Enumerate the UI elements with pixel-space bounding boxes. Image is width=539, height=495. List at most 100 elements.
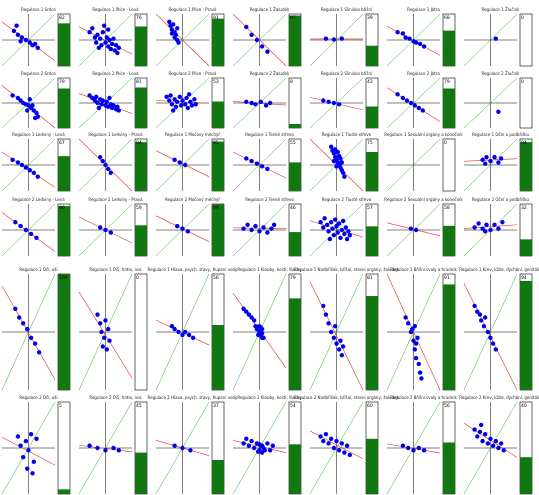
data-point xyxy=(498,441,504,446)
data-point xyxy=(179,103,184,108)
data-point xyxy=(346,229,351,234)
data-point xyxy=(189,103,194,108)
data-point xyxy=(347,452,352,458)
data-point xyxy=(403,315,408,320)
panel-title: Regulace 1 Tlusté střevo xyxy=(322,132,372,137)
score-label: 99 xyxy=(213,205,219,211)
data-point xyxy=(109,41,115,47)
data-point xyxy=(483,315,488,320)
chart-panel: Regulace 2 Hlava, psych. stavy, tlupení … xyxy=(148,395,239,495)
data-point xyxy=(493,347,498,352)
score-label: 79 xyxy=(59,79,65,85)
panel-title: Regulace 2 Sexuální orgány a konečník xyxy=(384,197,463,202)
data-point xyxy=(403,35,408,40)
reference-line xyxy=(309,401,364,495)
score-bar-fill xyxy=(135,142,147,191)
data-point xyxy=(99,329,104,335)
data-point xyxy=(254,161,260,166)
data-point xyxy=(342,231,347,237)
data-point xyxy=(99,102,104,107)
data-point xyxy=(318,220,323,225)
reference-line xyxy=(78,401,133,495)
score-label: 54 xyxy=(290,403,296,409)
reference-line xyxy=(463,138,518,192)
score-bar-fill xyxy=(366,45,378,66)
data-point xyxy=(183,329,188,335)
data-point xyxy=(32,341,38,346)
data-point xyxy=(488,227,493,233)
chart-panel: Regulace 1 Ledviny - Pravá 94 xyxy=(78,132,148,192)
chart-panel: Regulace 2 Játra 79 xyxy=(386,71,456,129)
data-point xyxy=(244,309,249,314)
data-point xyxy=(15,434,21,439)
data-point xyxy=(492,222,497,227)
panel-title: Regulace 2 Oční a podbřišku xyxy=(472,197,530,202)
data-point xyxy=(258,325,263,330)
data-point xyxy=(417,370,423,375)
data-point xyxy=(103,162,108,168)
panel-title: Regulace 2 Srdce xyxy=(21,71,56,76)
data-point xyxy=(254,37,260,43)
chart-panel: Regulace 1 Játra 68 xyxy=(386,7,456,67)
score-bar-fill xyxy=(520,280,532,390)
reference-line xyxy=(155,138,210,192)
data-point xyxy=(103,227,108,233)
data-point xyxy=(96,45,102,50)
reference-line xyxy=(78,13,133,67)
chart-panel: Regulace 1 Močový měchýř 95 xyxy=(155,132,225,192)
data-point xyxy=(23,227,29,233)
data-point xyxy=(177,94,182,100)
reference-line xyxy=(155,273,210,391)
score-label: 8 xyxy=(290,79,293,85)
data-point xyxy=(416,445,421,451)
data-point xyxy=(98,155,103,160)
panel-title: Regulace 2 Žlučník xyxy=(482,71,521,76)
panel-title: Regulace 2 Hlava, psych. stavy, tlupení … xyxy=(148,395,239,400)
data-point xyxy=(501,448,506,453)
data-point xyxy=(261,335,266,340)
data-point xyxy=(34,110,39,116)
data-point xyxy=(263,103,269,108)
panel-title: Regulace 1 Oči, hrdlo, nos xyxy=(89,267,141,272)
data-point xyxy=(183,102,188,107)
data-point xyxy=(32,115,38,121)
score-bar-fill xyxy=(212,18,224,66)
data-point xyxy=(241,441,246,446)
data-point xyxy=(476,221,481,226)
data-point xyxy=(479,318,484,323)
data-point xyxy=(329,220,334,225)
data-point xyxy=(36,350,42,355)
data-point xyxy=(95,100,100,106)
data-point xyxy=(115,50,120,56)
score-bar-frame xyxy=(57,401,71,495)
data-point xyxy=(400,31,406,36)
panel-title: Regulace 2 Žaludek xyxy=(250,71,290,76)
data-point xyxy=(103,40,108,45)
data-point xyxy=(410,326,415,332)
regression-line xyxy=(1,285,56,380)
data-point xyxy=(25,466,30,471)
panel-title: Regulace 1 Krev, kůže, dýchání, genitáli… xyxy=(459,267,539,272)
data-point xyxy=(23,37,29,43)
score-label: 56 xyxy=(444,403,450,409)
data-point xyxy=(326,441,331,446)
data-point xyxy=(336,221,342,226)
data-point xyxy=(241,306,246,311)
data-point xyxy=(95,32,100,37)
data-point xyxy=(485,329,491,335)
panel-title: Regulace 2 Klouby, kosti, šlachy xyxy=(237,395,302,400)
data-point xyxy=(485,441,491,446)
data-point xyxy=(488,158,493,164)
reference-line xyxy=(463,273,518,391)
data-point xyxy=(411,338,416,343)
data-point xyxy=(265,166,270,172)
data-point xyxy=(331,100,337,106)
data-point xyxy=(15,160,21,165)
data-point xyxy=(30,471,35,476)
data-point xyxy=(169,324,175,329)
score-bar-fill xyxy=(135,26,147,66)
